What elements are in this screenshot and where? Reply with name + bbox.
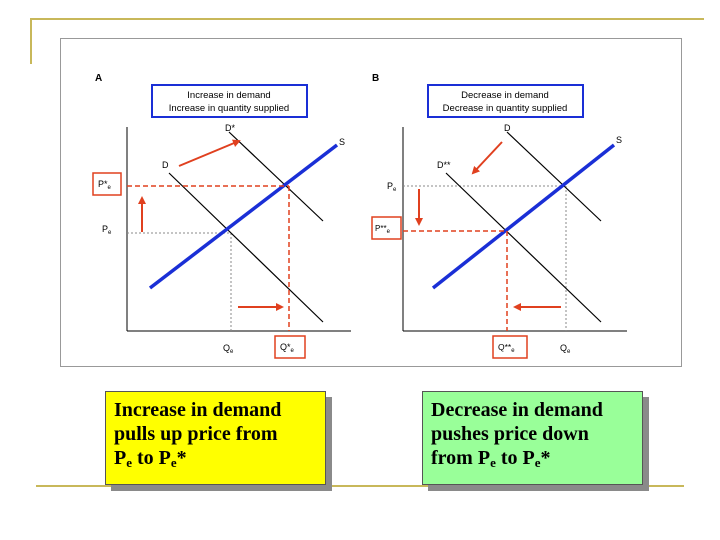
- panel-b-letter: B: [372, 73, 379, 84]
- panel-a-label-d: D: [162, 160, 169, 170]
- panel-b-demand-shift-arrow: [471, 141, 503, 175]
- panel-a-label-qe: Qe: [223, 343, 234, 355]
- decorative-left-line: [30, 18, 32, 64]
- panel-b-q2star-box: [492, 335, 528, 359]
- supply-demand-figure: A Increase in demand Increase in quantit…: [60, 38, 682, 367]
- diagram-svg: A Increase in demand Increase in quantit…: [92, 73, 627, 359]
- caption-increase-demand: Increase in demand pulls up price from P…: [105, 391, 326, 485]
- panel-b-demand-d2star: [445, 172, 602, 323]
- panel-b-legend-line2: Decrease in quantity supplied: [443, 103, 568, 114]
- panel-a-demand-shift-arrow: [178, 139, 241, 167]
- panel-b-demand-d: [506, 131, 602, 222]
- panel-a-demand-dstar: [228, 131, 324, 222]
- panel-b-label-p2star: P**e: [375, 224, 391, 235]
- panel-a-letter: A: [95, 73, 102, 84]
- panel-a-label-pe: Pe: [102, 224, 112, 236]
- panel-a-label-s: S: [339, 137, 345, 147]
- panel-a-legend-line2: Increase in quantity supplied: [169, 103, 289, 114]
- panel-a-qstar-box: [274, 335, 306, 359]
- panel-a-label-dstar: D*: [225, 123, 235, 133]
- panel-a: A Increase in demand Increase in quantit…: [92, 73, 351, 359]
- panel-a-legend-line1: Increase in demand: [187, 90, 270, 101]
- panel-b-label-q2star: Q**e: [498, 342, 515, 354]
- caption-right-line2: pushes price down: [431, 423, 589, 445]
- panel-b-label-pe: Pe: [387, 181, 397, 193]
- panel-b-supply-s: [431, 143, 616, 290]
- panel-a-supply-s: [148, 143, 339, 290]
- panel-a-pstar-box: [92, 172, 122, 196]
- caption-left-line3: Pe to Pe*: [114, 447, 187, 470]
- panel-b-label-d: D: [504, 123, 511, 133]
- panel-b-label-qe: Qe: [560, 343, 571, 355]
- panel-b-label-d2star: D**: [437, 160, 451, 170]
- panel-b-p2star-box: [371, 216, 402, 240]
- panel-b-legend-line1: Decrease in demand: [461, 90, 549, 101]
- panel-b-legend-box: [427, 84, 584, 118]
- panel-a-legend-box: [151, 84, 308, 118]
- caption-decrease-demand: Decrease in demand pushes price down fro…: [422, 391, 643, 485]
- caption-left-line1: Increase in demand: [114, 399, 282, 421]
- decorative-bottom-line: [36, 485, 684, 487]
- panel-a-label-qstar: Q*e: [280, 342, 295, 354]
- caption-left-line2: pulls up price from: [114, 423, 278, 445]
- caption-right-line3: from Pe to Pe*: [431, 447, 551, 470]
- decorative-top-line: [30, 18, 704, 20]
- panel-a-label-pstar: P*e: [98, 179, 112, 191]
- panel-b-label-s: S: [616, 135, 622, 145]
- panel-a-demand-d: [168, 172, 324, 323]
- panel-b: B Decrease in demand Decrease in quantit…: [371, 73, 627, 359]
- caption-right-line1: Decrease in demand: [431, 399, 603, 421]
